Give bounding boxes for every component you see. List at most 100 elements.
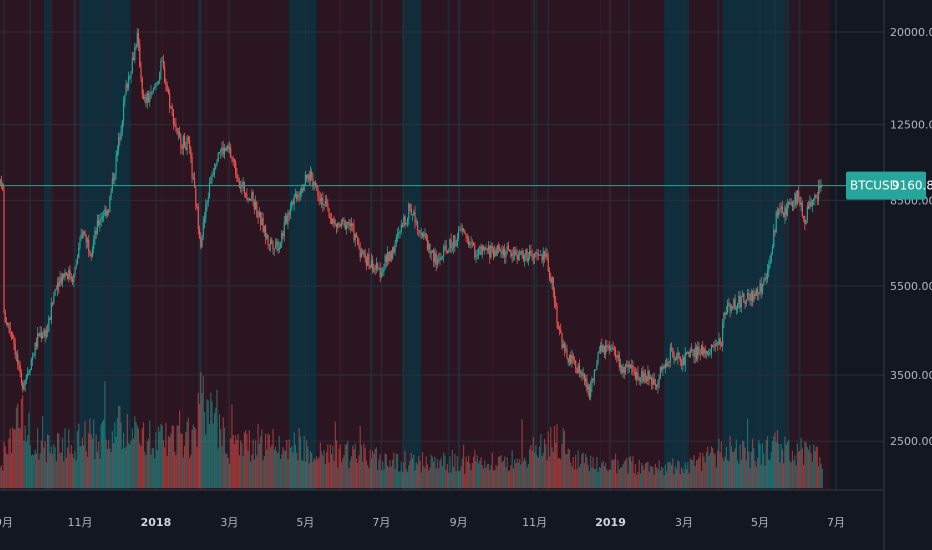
volume-bar [140, 446, 142, 488]
price-candles [0, 28, 823, 401]
candle-body [746, 293, 749, 300]
candle-body [482, 245, 485, 251]
volume-bar [466, 461, 468, 488]
candle-body [604, 345, 607, 355]
volume-bar [347, 440, 349, 488]
volume-bar [749, 467, 751, 488]
volume-bar [750, 451, 752, 488]
candle-body [367, 254, 369, 266]
candle-body [83, 231, 85, 235]
candle-body [689, 349, 691, 357]
volume-bar [231, 404, 233, 488]
volume-bar [66, 447, 69, 488]
candle-body [237, 179, 239, 182]
candle-body [646, 376, 648, 382]
candle-body [678, 352, 680, 358]
volume-bar [636, 475, 638, 488]
volume-bar [436, 459, 439, 488]
volume-bar [113, 443, 115, 488]
volume-bar [455, 471, 457, 488]
candle-body [345, 225, 348, 230]
volume-bar [174, 451, 176, 488]
regime-stripe [370, 0, 373, 490]
volume-bar [137, 428, 140, 488]
candle-body [136, 32, 138, 48]
candle-body [3, 190, 5, 313]
volume-bar [225, 453, 227, 488]
candle-body [188, 139, 191, 148]
volume-bar [319, 442, 321, 488]
volume-bar [312, 462, 314, 488]
candle-body [475, 255, 477, 258]
candle-body [403, 216, 405, 226]
candle-body [103, 215, 105, 217]
volume-bar [428, 470, 430, 488]
candle-body [666, 363, 668, 367]
volume-bar [506, 457, 508, 488]
volume-bar [811, 461, 813, 488]
volume-bar [532, 437, 534, 488]
volume-bar [440, 457, 442, 488]
candle-body [474, 245, 476, 258]
volume-bar [649, 465, 652, 488]
candle-body [418, 229, 420, 231]
volume-bar [181, 433, 183, 488]
candle-body [105, 209, 107, 216]
volume-bar [167, 435, 170, 488]
candle-body [373, 268, 375, 272]
volume-bar [622, 464, 624, 488]
volume-bar [61, 437, 64, 488]
candle-body [495, 250, 497, 256]
candle-body [139, 44, 141, 68]
regime-band-bear [421, 0, 665, 490]
volume-bar [117, 405, 120, 488]
candle-body [441, 256, 444, 258]
volume-bar [403, 462, 405, 488]
volume-bar [490, 465, 492, 488]
candle-body [515, 250, 517, 256]
candle-body [271, 239, 273, 244]
candle-body [621, 365, 623, 373]
volume-bar [637, 471, 639, 488]
volume-bar [587, 464, 589, 488]
volume-bar [443, 452, 445, 488]
volume-bar [149, 420, 151, 488]
volume-bar [786, 441, 789, 488]
candle-body [171, 106, 173, 110]
volume-bar [727, 460, 729, 488]
candle-body [215, 165, 217, 169]
candle-body [131, 57, 133, 73]
volume-bar [293, 432, 295, 488]
candle-body [712, 344, 714, 347]
candle-body [37, 333, 39, 347]
volume-bar [98, 441, 100, 488]
candle-body [609, 348, 612, 350]
volume-bar [282, 447, 284, 488]
volume-bar [335, 440, 338, 488]
volume-bar [601, 462, 603, 488]
time-axis[interactable]: 9月 11月 2018 3月 5月 7月 9月 11月 2019 3月 5月 7月 [0, 516, 845, 529]
candle-body [211, 175, 213, 182]
candle-body [363, 250, 365, 254]
volume-bar [426, 464, 429, 488]
volume-bar [221, 446, 223, 488]
candle-body [256, 202, 258, 217]
volume-bar [580, 463, 582, 488]
volume-bar [753, 448, 755, 488]
candle-body [254, 202, 257, 210]
candle-body [434, 253, 436, 263]
volume-bar [15, 407, 18, 488]
volume-bar [424, 467, 426, 488]
volume-bar [740, 459, 742, 488]
candle-body [723, 313, 725, 323]
volume-bar [773, 436, 775, 488]
volume-bar [365, 460, 368, 488]
volume-bar [461, 458, 463, 488]
regime-stripe [338, 0, 341, 490]
candle-body [86, 239, 89, 243]
candle-body [33, 355, 35, 357]
candle-body [727, 302, 729, 313]
candle-body [32, 356, 34, 360]
candle-body [29, 369, 31, 372]
